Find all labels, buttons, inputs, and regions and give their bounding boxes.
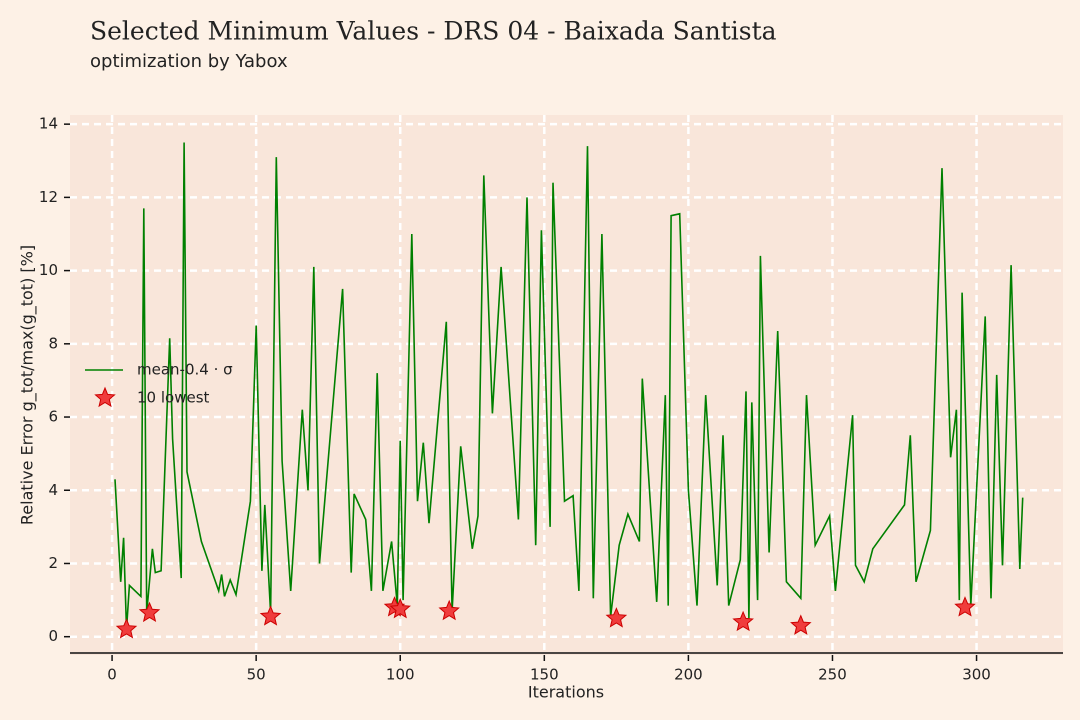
y-tick-label: 10 (39, 261, 58, 279)
star-marker (732, 610, 754, 632)
chart-title: Selected Minimum Values - DRS 04 - Baixa… (90, 17, 777, 46)
plot-area (70, 115, 1063, 655)
x-axis-label: Iterations (528, 683, 604, 702)
x-tick-label: 100 (386, 666, 415, 684)
star-marker (389, 597, 411, 619)
star-marker (954, 596, 976, 617)
x-tick-label: 300 (962, 666, 991, 684)
legend-label: 10 lowest (137, 389, 210, 407)
x-tick-label: 150 (530, 666, 559, 684)
star-marker (605, 607, 628, 628)
star-marker (138, 601, 161, 623)
y-tick-label: 2 (48, 554, 58, 572)
y-tick-label: 0 (48, 627, 58, 645)
plot-layer: 0 2 4 6 8 10 12 14 0 50 100 150 200 250 300 mean-0.4 · … (39, 115, 1063, 684)
x-tick-label: 200 (674, 666, 703, 684)
y-tick-label: 14 (39, 115, 58, 133)
legend-label: mean-0.4 · σ (137, 361, 233, 379)
star-marker (790, 614, 812, 635)
data-line (114, 142, 1024, 630)
legend-marker (94, 386, 116, 408)
y-tick-label: 6 (48, 408, 58, 426)
star-marker (259, 605, 282, 626)
y-tick-label: 8 (48, 334, 58, 352)
x-tick-label: 250 (818, 666, 847, 684)
star-marker (115, 618, 138, 639)
y-axis-label: Relative Error g_tot/max(g_tot) [%] (18, 245, 38, 525)
x-tick-label: 50 (247, 666, 266, 684)
star-marker (438, 599, 460, 621)
y-tick-label: 12 (39, 188, 58, 206)
y-tick-label: 4 (48, 481, 58, 499)
chart-subtitle: optimization by Yabox (90, 51, 288, 72)
x-tick-label: 0 (107, 666, 117, 684)
